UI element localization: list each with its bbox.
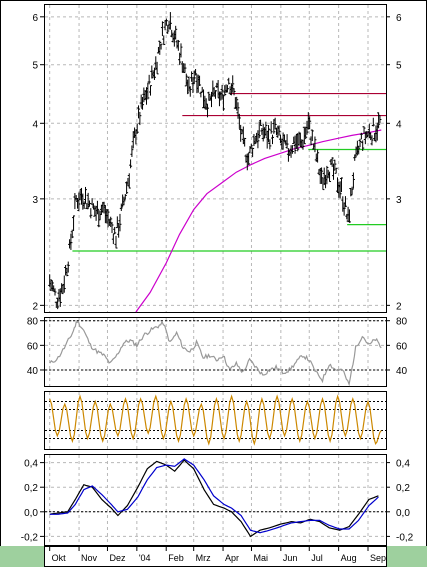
price-ytick-right-label: 4	[396, 119, 402, 130]
indicator-1-series-line-1	[49, 320, 382, 387]
price-ytick-right-label: 2	[396, 301, 402, 312]
price-ytick-right-label: 6	[396, 13, 402, 24]
indicator-1-ytick-right-label: 80	[396, 317, 408, 328]
price-ytick-left-label: 5	[32, 61, 38, 72]
x-tick-label-Nov: Nov	[81, 553, 98, 563]
x-tick-label-Mrz: Mrz	[196, 553, 211, 563]
price-ytick-left-label: 4	[32, 119, 38, 130]
x-tick-label-Okt: Okt	[52, 553, 67, 563]
x-tick-label-Sep: Sep	[370, 553, 386, 563]
price-ytick-left-label: 6	[32, 13, 38, 24]
indicator-1-ytick-left-label: 60	[27, 341, 39, 352]
indicator-3-ytick-left-label: 0,2	[24, 483, 38, 494]
indicator-3-ytick-right-label: 0,2	[396, 483, 410, 494]
x-axis-band: Okt Nov Dez '04 Feb Mrz Apr Mai Jun Jul Aug Sep	[0, 546, 427, 567]
indicator-3-ytick-right-label: 0,4	[396, 459, 410, 470]
indicator-3-ytick-right-label: -0,2	[396, 532, 414, 543]
panel-indicator-2	[44, 391, 387, 450]
price-ytick-left-label: 3	[32, 195, 38, 206]
indicator-1-ytick-left-label: 80	[27, 317, 39, 328]
x-tick-label-Jul: Jul	[311, 553, 323, 563]
indicator-1-ytick-left-label: 40	[27, 366, 39, 377]
indicator-3-frame	[44, 454, 387, 546]
indicator-1-ytick-right-label: 60	[396, 341, 408, 352]
panel-price: 6 6 5 5 4 4 3 3 2 2	[32, 4, 402, 313]
panel-indicator-1: 80 80 60 60 40 40	[27, 317, 408, 387]
price-ytick-right-label: 3	[396, 195, 402, 206]
indicator-3-ytick-left-label: 0,4	[24, 459, 38, 470]
x-tick-label-'04: '04	[139, 553, 151, 563]
x-tick-label-Aug: Aug	[341, 553, 357, 563]
indicator-3-series-line-1	[49, 459, 379, 538]
price-ytick-right-label: 5	[396, 61, 402, 72]
indicator-2-series-line-1	[49, 394, 382, 446]
x-tick-label-Apr: Apr	[225, 553, 239, 563]
price-bars	[48, 12, 382, 310]
moving-average-line	[135, 129, 382, 313]
panel-indicator-3: 0,4 0,4 0,2 0,2 0,0 0,0 -0,2 -0,2	[21, 454, 414, 546]
indicator-3-ytick-left-label: -0,2	[21, 532, 39, 543]
price-ytick-left-label: 2	[32, 301, 38, 312]
indicator-3-ytick-left-label: 0,0	[24, 508, 38, 519]
x-tick-label-Jun: Jun	[283, 553, 298, 563]
indicator-3-ytick-right-label: 0,0	[396, 508, 410, 519]
price-frame	[44, 4, 387, 313]
indicator-1-frame	[44, 317, 387, 387]
x-tick-label-Mai: Mai	[253, 553, 268, 563]
x-tick-label-Feb: Feb	[168, 553, 184, 563]
indicator-3-series-line-2	[49, 458, 379, 534]
indicator-1-ytick-right-label: 40	[396, 366, 408, 377]
x-tick-label-Dez: Dez	[109, 553, 126, 563]
